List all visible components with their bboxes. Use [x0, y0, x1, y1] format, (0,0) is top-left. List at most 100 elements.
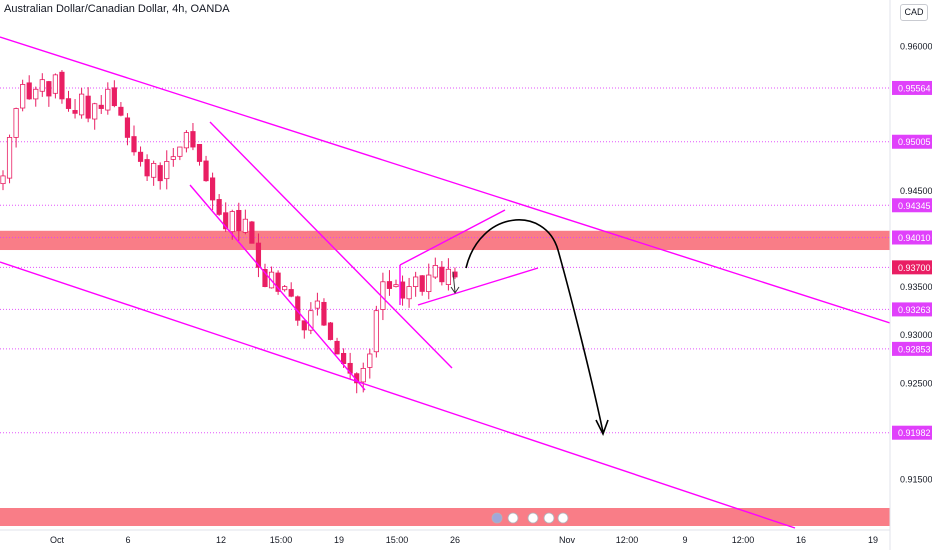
candle-body: [170, 156, 176, 160]
candle-body: [275, 272, 281, 292]
candle-body: [288, 289, 294, 297]
candle-body: [262, 268, 268, 288]
candle-body: [334, 340, 340, 355]
flag-upper-line: [399, 209, 506, 266]
level-tag: [892, 80, 932, 95]
candle-body: [6, 137, 13, 179]
candle-body: [321, 301, 327, 326]
candle-body: [98, 104, 104, 109]
candle-body: [190, 131, 196, 148]
candle-body: [426, 274, 432, 293]
bottom-zone: [0, 508, 890, 526]
time-tick-label: 12:00: [616, 535, 639, 545]
level-lines: [0, 87, 890, 434]
level-tag: [892, 425, 932, 440]
candle-body: [46, 81, 52, 97]
candle-body: [413, 276, 419, 287]
level-tag-label: 0.94010: [898, 233, 931, 243]
level-tag: [892, 260, 932, 275]
drawings: [0, 36, 891, 529]
candle-body: [236, 209, 242, 232]
flag-lower-line: [417, 267, 539, 306]
chart-title: Australian Dollar/Canadian Dollar, 4h, O…: [4, 3, 230, 15]
price-tick-label: 0.96000: [900, 41, 932, 51]
candle-body: [59, 71, 65, 100]
candle-body: [360, 368, 366, 383]
price-tick-label: 0.94500: [900, 186, 932, 196]
event-icon: [491, 512, 503, 524]
event-icon: [557, 512, 569, 524]
candle-body: [33, 88, 39, 100]
level-tag: [892, 341, 932, 356]
candle-body: [373, 310, 379, 353]
candle-body: [419, 275, 425, 292]
candle-body: [196, 144, 203, 162]
time-tick-label: 9: [682, 535, 687, 545]
candle-body: [137, 151, 144, 162]
candle-body: [255, 242, 262, 268]
candle-body: [26, 82, 32, 100]
time-tick-label: 26: [450, 535, 460, 545]
candles: [0, 70, 458, 394]
resistance-zone: [0, 230, 890, 251]
candle-body: [301, 320, 307, 331]
price-axis[interactable]: 0.96000 0.94500 0.93500 0.93000 0.92500 0.915…: [889, 0, 932, 550]
small-arrow: [450, 271, 460, 294]
price-tick-label: 0.93000: [900, 330, 932, 340]
candle-body: [157, 165, 163, 182]
level-tag-label: 0.92853: [898, 344, 931, 354]
candle-body: [111, 87, 117, 107]
event-icon: [507, 512, 519, 524]
candle-body: [39, 79, 45, 92]
time-axis[interactable]: Oct 6 12 15:00 19 15:00 26 Nov 12:00 9 12:00 16 19: [0, 529, 890, 545]
candle-body: [52, 74, 59, 94]
time-tick-label: 16: [796, 535, 806, 545]
candle-body: [393, 284, 399, 288]
time-tick-label: 12:00: [732, 535, 755, 545]
candle-body: [85, 95, 91, 119]
candle-body: [13, 108, 19, 138]
forecast-arrowhead: [595, 419, 609, 437]
candle-body: [327, 322, 334, 340]
candle-body: [308, 310, 314, 331]
candle-body: [72, 110, 78, 114]
time-tick-label: 15:00: [386, 535, 409, 545]
price-tick-label: 0.93500: [900, 282, 932, 292]
candle-body: [209, 177, 216, 201]
candle-body: [445, 268, 452, 285]
candle-body: [229, 211, 235, 232]
time-tick-label: 12: [216, 535, 226, 545]
candle-body: [79, 93, 85, 116]
candle-body: [20, 84, 26, 109]
currency-badge[interactable]: CAD: [900, 4, 928, 21]
candle-body: [105, 88, 111, 111]
time-tick-label: 19: [334, 535, 344, 545]
candle-body: [92, 103, 98, 120]
price-tick-label: 0.92500: [900, 378, 932, 388]
forecast-arrow: [465, 219, 604, 433]
candle-body: [432, 265, 438, 278]
candle-body: [216, 199, 222, 215]
level-tag-label: 0.95564: [898, 83, 931, 93]
falling-channel-lower: [189, 184, 366, 391]
level-tag: [892, 230, 932, 245]
candle-body: [314, 300, 321, 309]
candle-body: [65, 98, 72, 109]
candle-body: [164, 161, 170, 180]
time-tick-label: Nov: [559, 535, 576, 545]
level-tag-label: 0.93263: [898, 305, 931, 315]
level-tag: [892, 134, 932, 149]
level-tag: [892, 198, 932, 213]
time-tick-label: 6: [125, 535, 130, 545]
candle-body: [144, 159, 150, 177]
candle-body: [282, 286, 288, 291]
lower-channel-line: [0, 261, 796, 529]
level-tag-label: 0.93700: [898, 263, 931, 273]
candle-body: [124, 117, 131, 138]
falling-channel-upper: [209, 121, 453, 369]
event-icon: [543, 512, 555, 524]
candle-body: [399, 281, 406, 299]
price-tick-label: 0.91500: [900, 475, 932, 485]
